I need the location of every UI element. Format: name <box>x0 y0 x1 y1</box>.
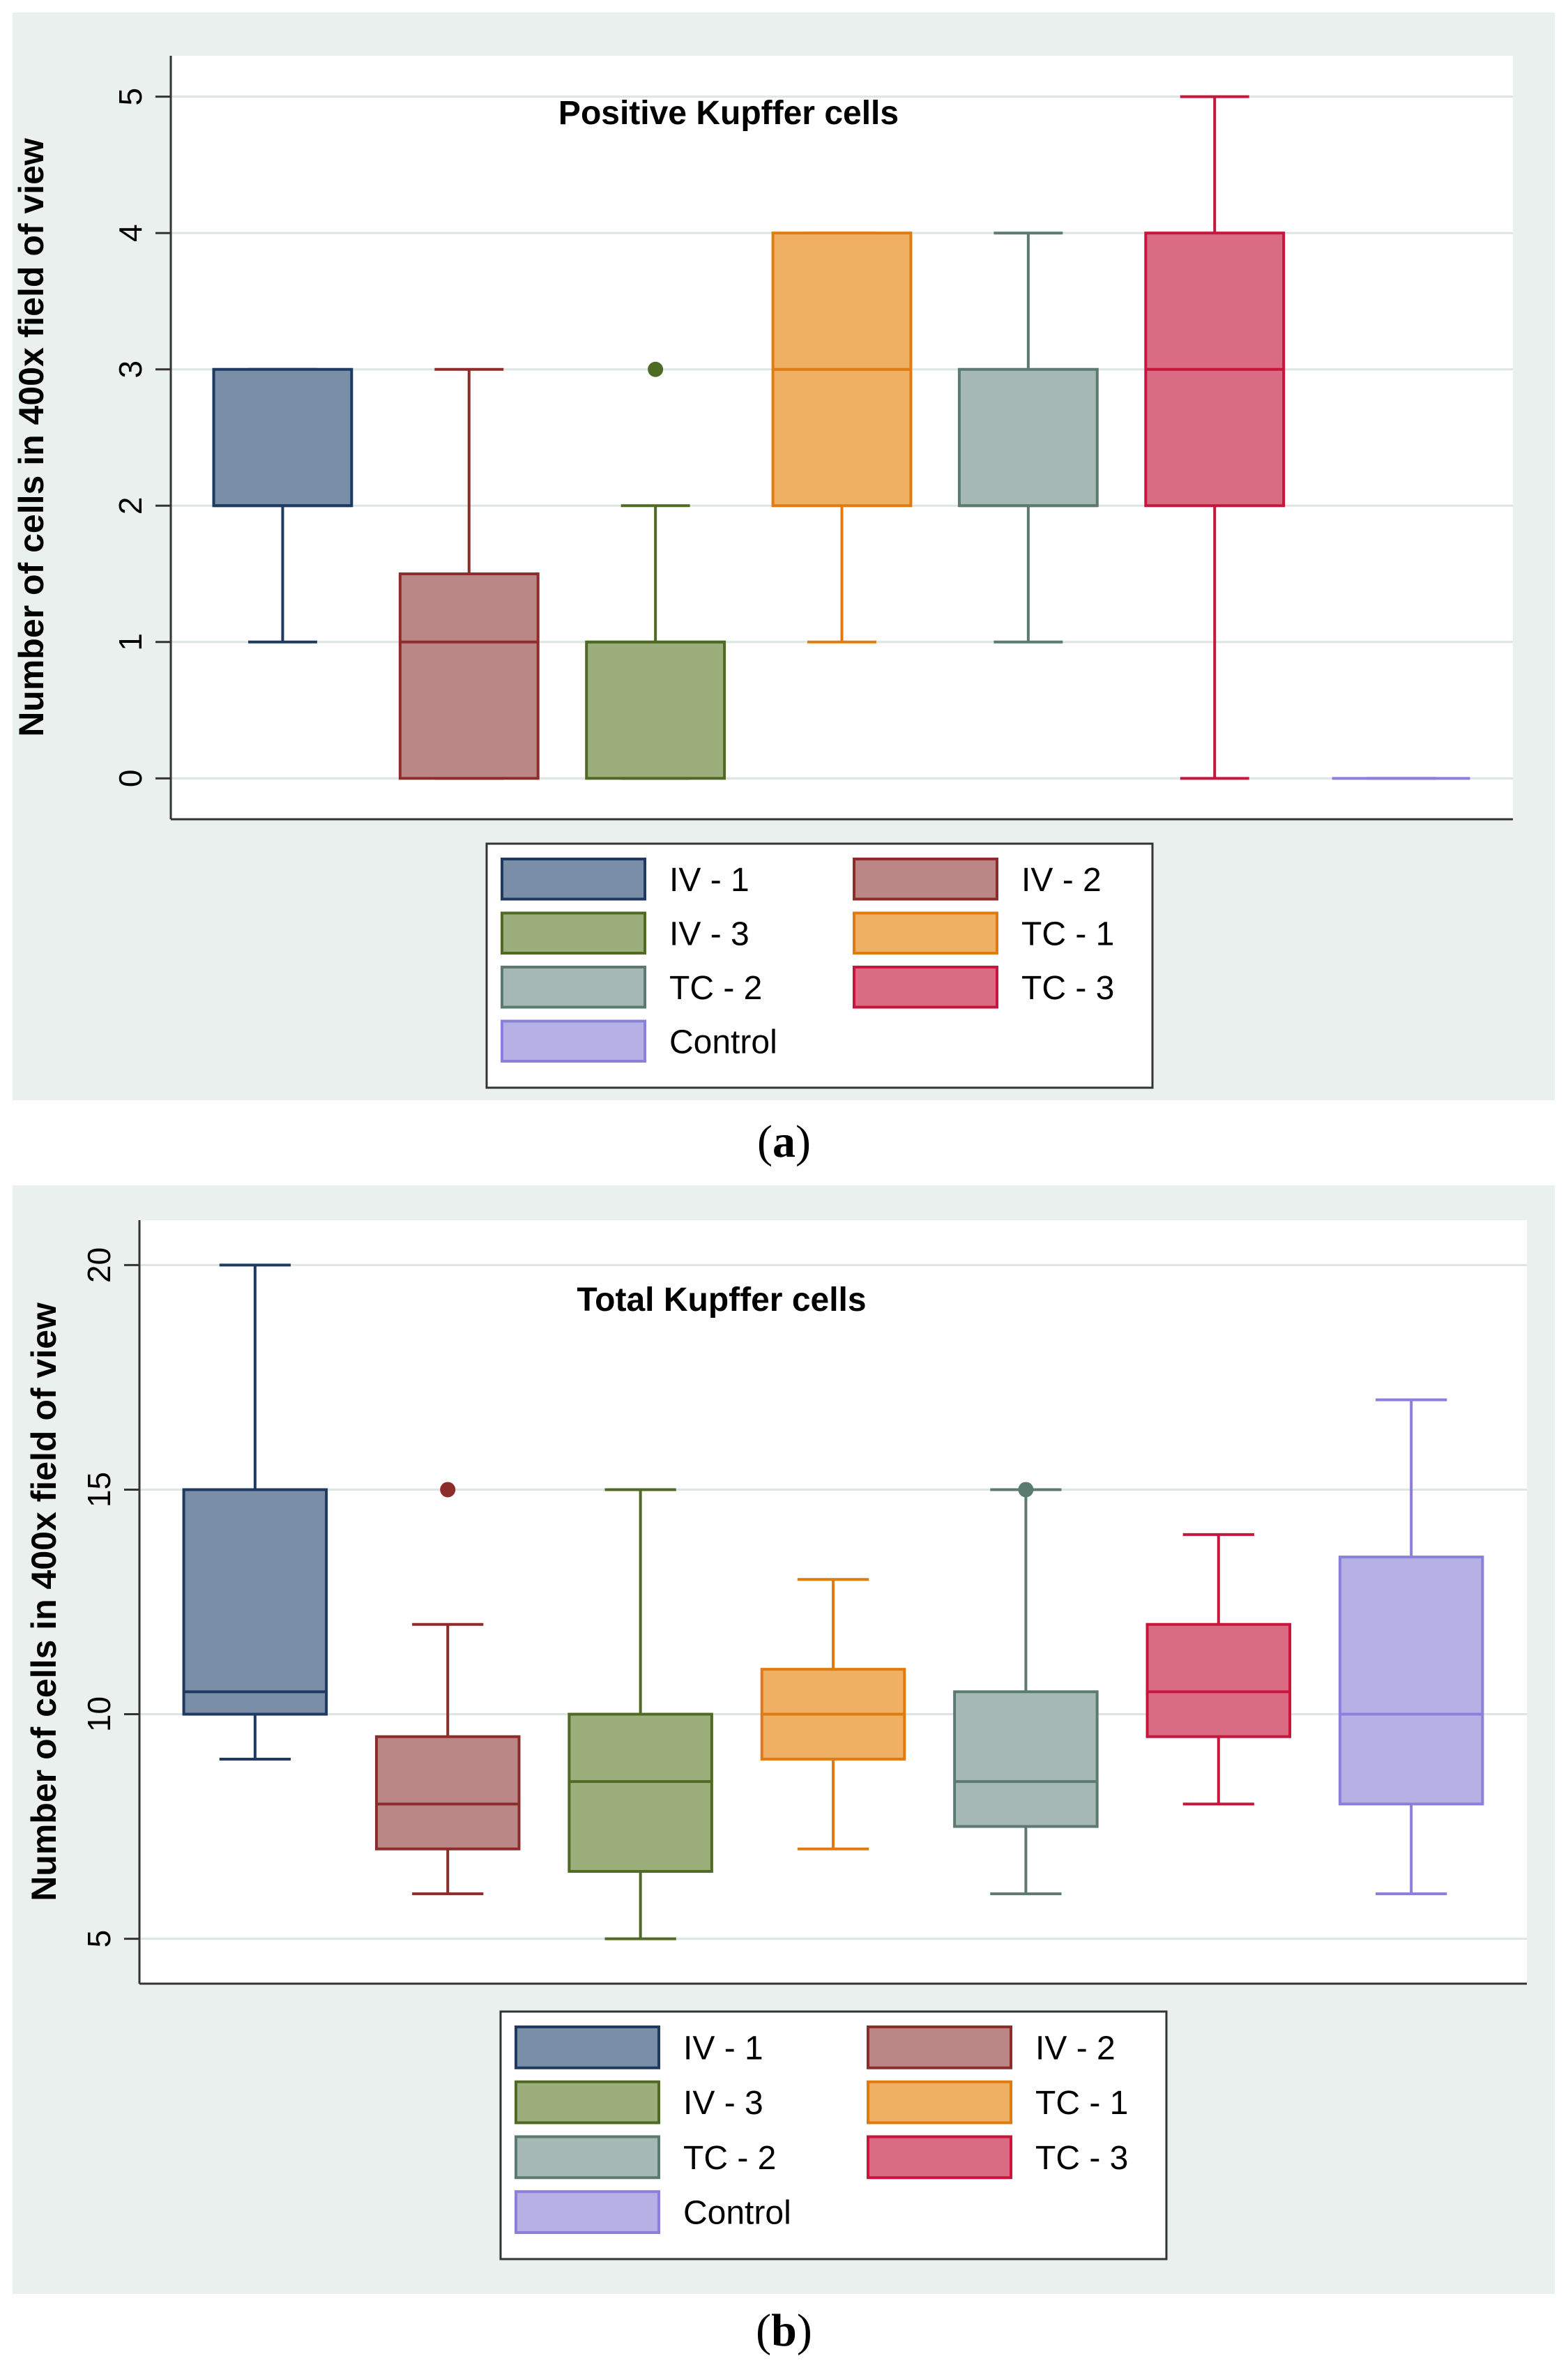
y-tick-label: 4 <box>112 224 149 242</box>
legend-label: TC - 1 <box>1035 2085 1128 2122</box>
legend-label: IV - 2 <box>1035 2030 1116 2067</box>
y-axis-label: Number of cells in 400x field of view <box>12 138 51 737</box>
box-iqr <box>398 572 540 780</box>
y-tick-label: 3 <box>112 360 149 379</box>
box-iv3 <box>568 1488 713 1940</box>
y-tick-label: 15 <box>81 1472 117 1507</box>
box-tc1 <box>760 1578 906 1850</box>
box-iqr <box>1145 1622 1292 1738</box>
legend-key <box>867 2025 1012 2069</box>
box-iv1 <box>182 1263 328 1761</box>
outlier-point <box>648 361 664 377</box>
legend-key <box>515 2080 660 2125</box>
legend-key <box>853 858 998 901</box>
y-tick-label: 20 <box>81 1247 117 1283</box>
legend-key <box>515 2190 660 2234</box>
box-iv3 <box>585 361 726 780</box>
legend-key <box>515 2135 660 2180</box>
y-tick-label: 5 <box>81 1930 117 1948</box>
box-iqr <box>374 1735 521 1850</box>
caption-b: (b) <box>756 2305 812 2356</box>
box-iqr <box>212 367 353 508</box>
caption-a: (a) <box>757 1116 811 1167</box>
y-axis-label: Number of cells in 400x field of view <box>24 1302 63 1901</box>
box-iqr <box>957 367 1099 508</box>
box-iv2 <box>374 1482 521 1896</box>
legend-label: IV - 3 <box>683 2085 763 2122</box>
box-tc1 <box>771 231 913 644</box>
box-iqr <box>953 1690 1099 1828</box>
legend-label: Control <box>683 2195 791 2232</box>
box-iqr <box>182 1488 328 1716</box>
y-tick-label: 1 <box>112 633 149 651</box>
legend-label: IV - 2 <box>1021 862 1102 899</box>
y-tick-label: 10 <box>81 1696 117 1732</box>
chart-title: Positive Kupffer cells <box>558 95 899 132</box>
box-iqr <box>585 640 726 780</box>
legend-label: TC - 3 <box>1021 970 1114 1007</box>
chart-b: 5 10 15 20 Number of cells in 400x field of … <box>13 1185 1555 2294</box>
box-tc2 <box>957 231 1099 644</box>
box-iv1 <box>212 367 353 644</box>
box-tc3 <box>1144 95 1286 780</box>
legend-key <box>853 966 998 1009</box>
legend-label: IV - 3 <box>669 915 749 952</box>
legend-label: IV - 1 <box>683 2030 763 2067</box>
legend-key <box>515 2025 660 2069</box>
legend-key <box>501 858 646 901</box>
box-tc3 <box>1145 1533 1292 1806</box>
y-tick-label: 2 <box>112 496 149 515</box>
chart-title: Total Kupffer cells <box>577 1282 866 1318</box>
legend-label: TC - 3 <box>1035 2140 1128 2177</box>
box-tc2 <box>953 1482 1099 1896</box>
legend-key <box>501 1019 646 1063</box>
legend-label: TC - 2 <box>669 970 762 1007</box>
legend-key <box>501 911 646 955</box>
legend-label: TC - 1 <box>1021 915 1114 952</box>
box-control <box>1338 1398 1484 1896</box>
chart-a: 0 1 2 3 4 5 Number of cells in 400x field of v… <box>12 13 1555 1100</box>
box-iqr <box>1338 1556 1484 1806</box>
legend-label: Control <box>669 1024 777 1061</box>
y-tick-label: 0 <box>112 770 149 788</box>
legend-key <box>853 911 998 955</box>
outlier-point <box>440 1482 456 1498</box>
legend-label: TC - 2 <box>683 2140 776 2177</box>
y-tick-label: 5 <box>112 88 149 106</box>
outlier-point <box>1018 1482 1034 1498</box>
legend-key <box>867 2080 1012 2125</box>
box-iqr <box>568 1712 713 1873</box>
legend-label: IV - 1 <box>669 862 749 899</box>
legend-key <box>501 966 646 1009</box>
box-iv2 <box>398 367 540 780</box>
legend-key <box>867 2135 1012 2180</box>
